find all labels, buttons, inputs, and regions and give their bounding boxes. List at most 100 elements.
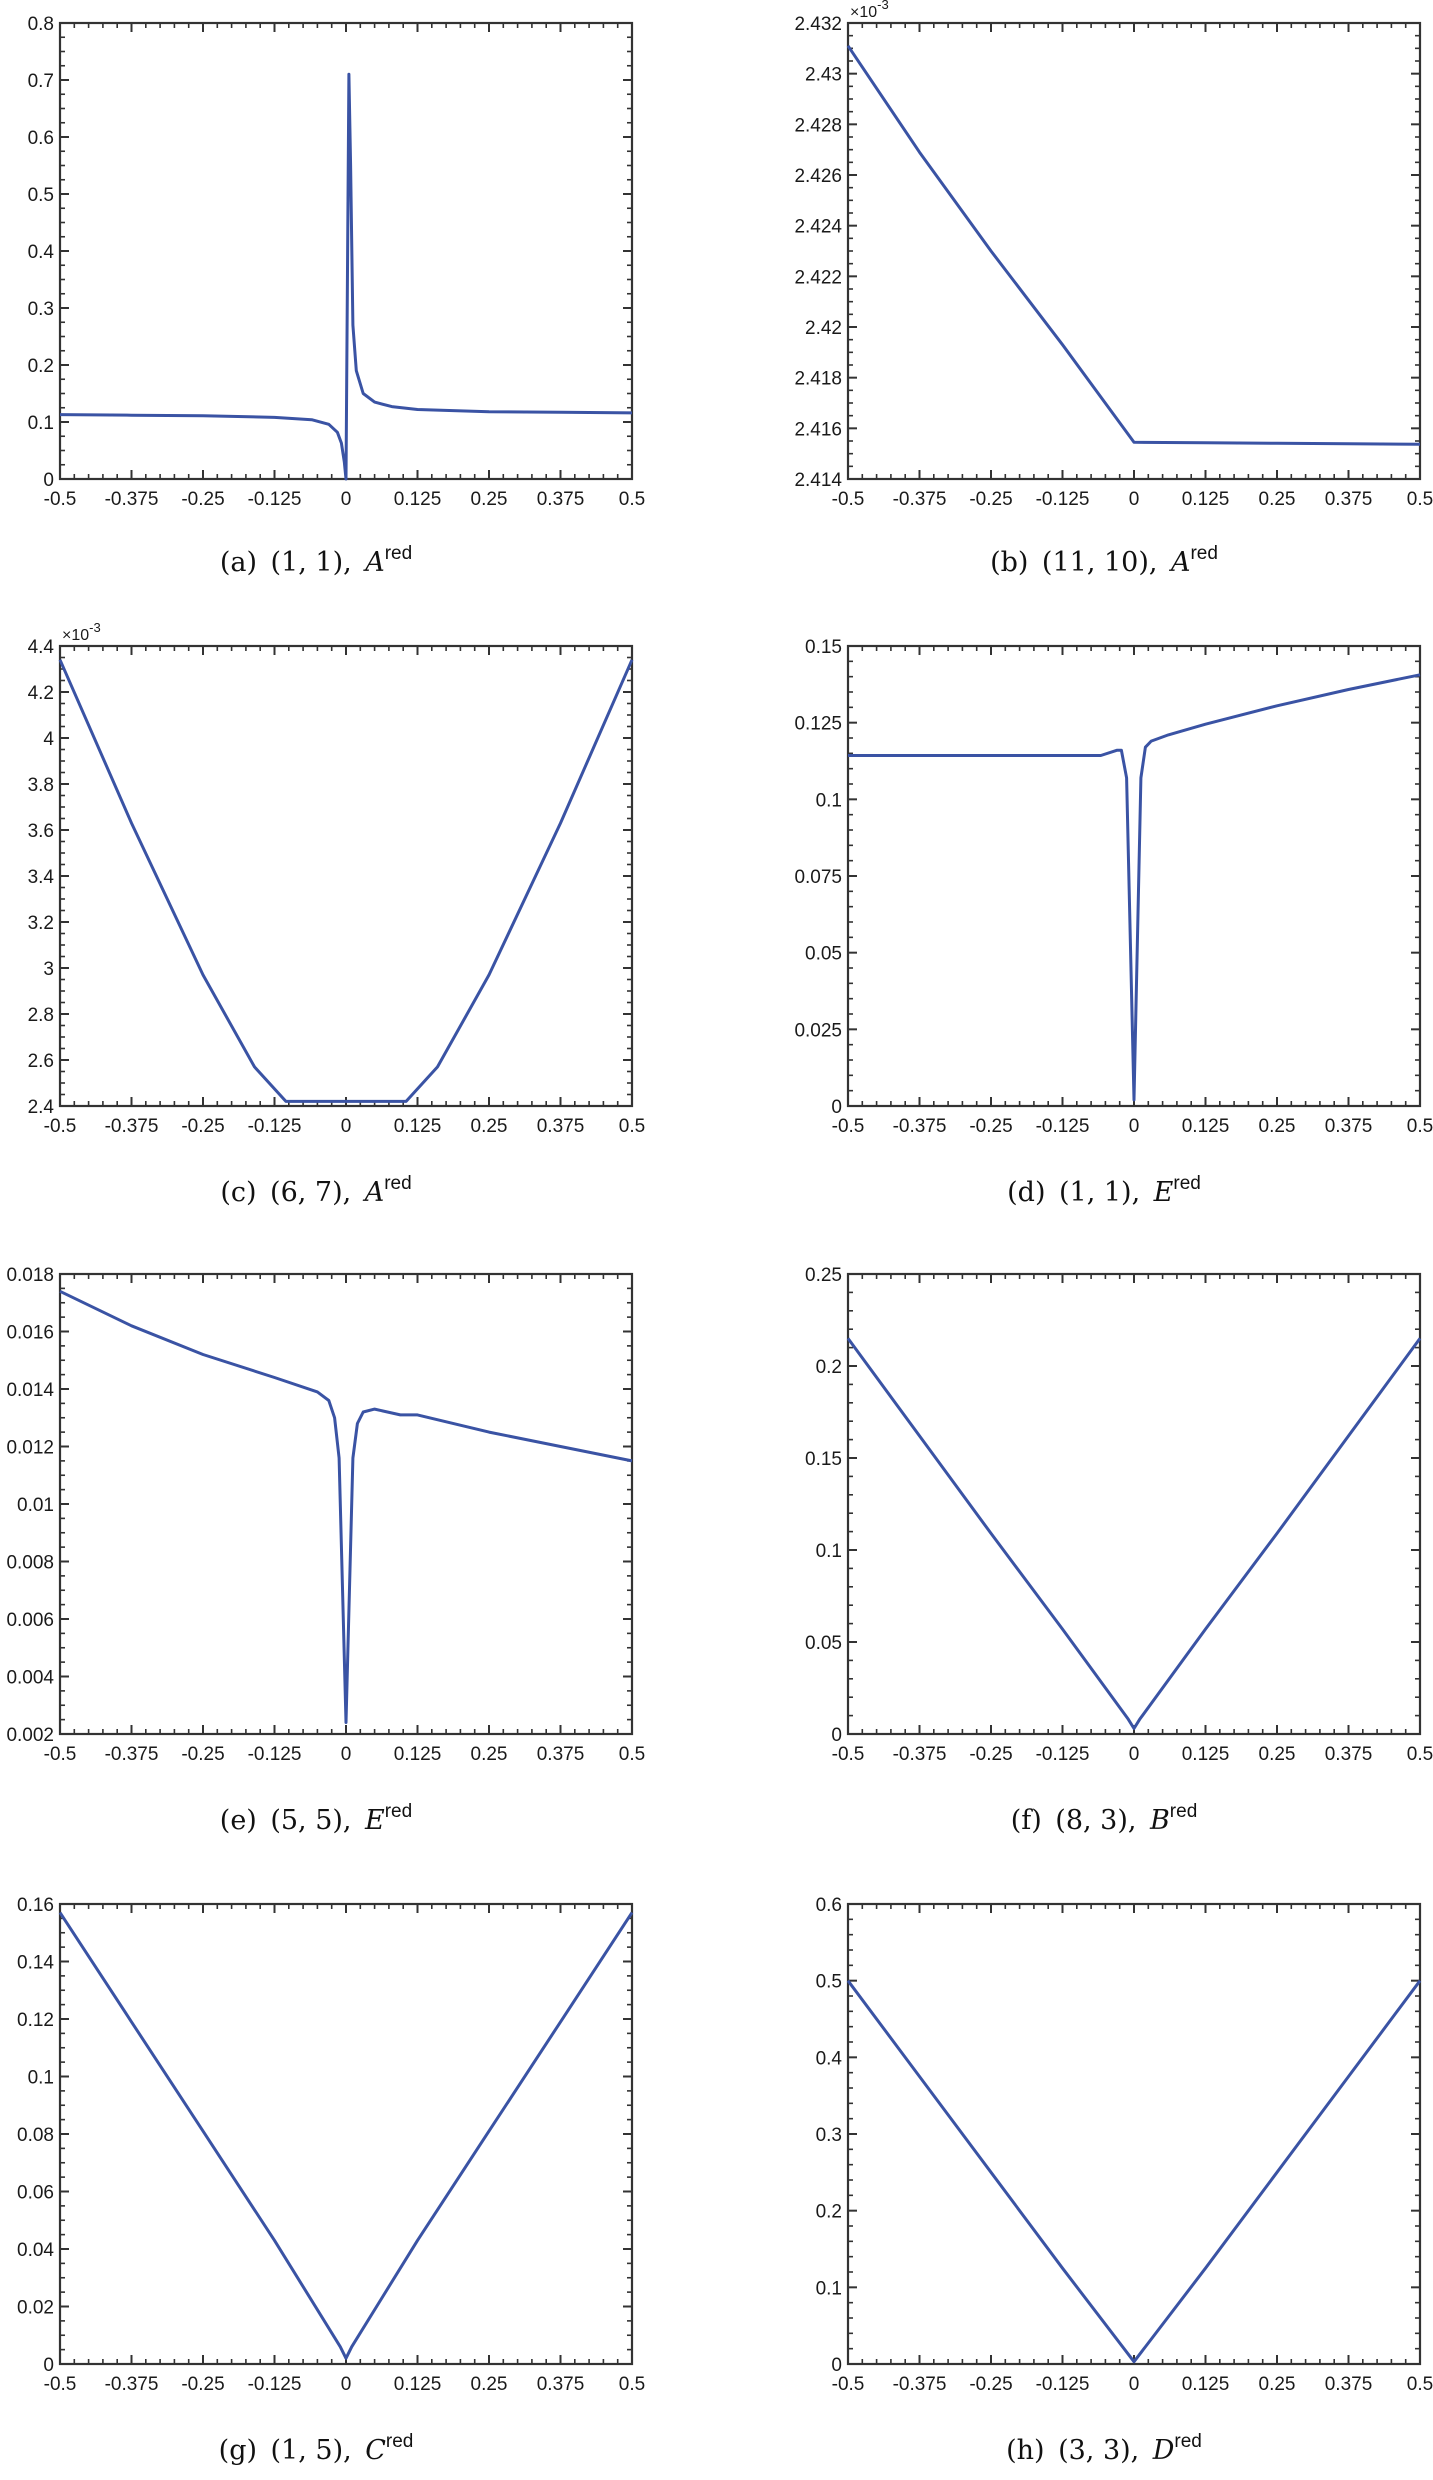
y-tick-label: 0.3 <box>816 2125 842 2146</box>
x-tick-label: 0.375 <box>1325 489 1373 510</box>
caption-d: (d) (1, 1), Ered <box>1007 1173 1201 1208</box>
data-line <box>846 44 1421 446</box>
y-tick-label: 0.006 <box>6 1610 54 1631</box>
y-tick-label: 0.016 <box>6 1323 54 1344</box>
y-tick-label: 0.125 <box>794 714 842 735</box>
y-tick-label: 0.15 <box>805 637 842 658</box>
caption-pair: (1, 1), <box>270 547 352 578</box>
y-tick-label: 0.4 <box>816 2048 843 2069</box>
caption-superscript: red <box>1173 1173 1201 1194</box>
x-tick-label: 0.375 <box>537 2374 585 2395</box>
caption-symbol: E <box>1153 1177 1174 1208</box>
y-tick-label: 0.01 <box>17 1495 54 1516</box>
x-tick-label: 0.25 <box>471 2374 508 2395</box>
x-tick-label: 0.5 <box>1407 489 1433 510</box>
x-tick-label: -0.125 <box>248 1744 302 1765</box>
caption-pair: (1, 1), <box>1059 1177 1141 1208</box>
caption-superscript: red <box>384 543 413 564</box>
caption-pair: (5, 5), <box>270 1805 352 1836</box>
x-tick-label: 0.375 <box>537 489 585 510</box>
caption-e: (e) (5, 5), Ered <box>220 1801 412 1836</box>
x-tick-label: 0.125 <box>394 489 442 510</box>
data-line <box>59 1289 633 1724</box>
data-line <box>848 673 1421 1102</box>
caption-label: (c) <box>220 1177 257 1208</box>
x-tick-label: 0.375 <box>1325 2374 1373 2395</box>
x-tick-label: -0.125 <box>1036 2374 1090 2395</box>
y-tick-label: 0.3 <box>28 299 54 320</box>
x-tick-label: -0.5 <box>44 2374 77 2395</box>
x-tick-label: 0 <box>1129 1744 1140 1765</box>
y-tick-label: 2.8 <box>28 1005 54 1026</box>
x-tick-label: 0.5 <box>619 489 645 510</box>
plot-frame <box>846 1902 1422 2366</box>
caption-symbol: B <box>1149 1805 1170 1836</box>
caption-superscript: red <box>1174 2431 1202 2452</box>
y-tick-label: 0.15 <box>805 1449 842 1470</box>
y-tick-label: 0 <box>43 470 54 491</box>
y-tick-label: 0.02 <box>17 2298 54 2319</box>
y-tick-label: 0.014 <box>6 1380 54 1401</box>
caption-h: (h) (3, 3), Dred <box>1006 2431 1202 2466</box>
y-tick-label: 0.004 <box>6 1668 54 1689</box>
y-tick-label: 2.422 <box>794 267 842 288</box>
caption-label: (e) <box>219 1805 257 1836</box>
x-tick-label: 0.375 <box>537 1744 585 1765</box>
y-tick-label: 0.008 <box>6 1553 54 1574</box>
caption-symbol: C <box>365 2435 386 2466</box>
y-multiplier-label: ×10-3 <box>62 620 101 644</box>
y-tick-label: 0.6 <box>28 128 54 149</box>
x-tick-label: 0.375 <box>1325 1116 1373 1137</box>
x-tick-label: -0.25 <box>181 1116 224 1137</box>
x-tick-label: -0.375 <box>105 489 159 510</box>
y-tick-label: 3.8 <box>28 775 54 796</box>
x-tick-label: -0.125 <box>1036 489 1090 510</box>
caption-label: (b) <box>990 547 1029 578</box>
y-tick-label: 0.4 <box>28 242 55 263</box>
y-tick-label: 0.05 <box>805 944 842 965</box>
y-tick-label: 0 <box>831 1097 842 1118</box>
caption-pair: (8, 3), <box>1055 1805 1137 1836</box>
x-tick-label: -0.125 <box>1036 1116 1090 1137</box>
y-tick-label: 4 <box>43 729 54 750</box>
x-tick-label: 0 <box>1129 489 1140 510</box>
x-tick-label: -0.125 <box>248 1116 302 1137</box>
y-tick-label: 2.42 <box>805 318 842 339</box>
y-tick-label: 3 <box>43 959 54 980</box>
x-tick-label: 0.125 <box>394 1744 442 1765</box>
x-tick-label: 0 <box>341 1744 352 1765</box>
y-tick-label: 0.2 <box>816 2202 842 2223</box>
x-tick-label: 0.5 <box>619 1744 645 1765</box>
caption-symbol: A <box>364 1177 385 1208</box>
x-tick-label: 0.375 <box>1325 1744 1373 1765</box>
y-tick-label: 0.25 <box>805 1265 842 1286</box>
x-tick-label: 0.5 <box>1407 2374 1433 2395</box>
caption-label: (a) <box>219 547 258 578</box>
y-tick-label: 0.5 <box>816 1972 842 1993</box>
y-tick-label: 0.14 <box>17 1953 54 1974</box>
x-tick-label: 0.125 <box>1182 1744 1230 1765</box>
y-tick-label: 3.6 <box>28 821 54 842</box>
x-tick-label: 0 <box>341 1116 352 1137</box>
x-tick-label: -0.5 <box>44 1116 77 1137</box>
y-tick-label: 2.416 <box>794 419 842 440</box>
y-tick-label: 0.5 <box>28 185 54 206</box>
x-tick-label: -0.5 <box>832 1744 865 1765</box>
caption-symbol: A <box>1170 547 1191 578</box>
x-tick-label: 0.25 <box>1259 489 1296 510</box>
x-tick-label: -0.5 <box>832 2374 865 2395</box>
x-tick-label: 0.375 <box>537 1116 585 1137</box>
y-tick-label: 0.12 <box>17 2010 54 2031</box>
y-tick-label: 0 <box>831 2355 842 2376</box>
y-tick-label: 2.428 <box>794 115 842 136</box>
x-tick-label: -0.375 <box>105 1116 159 1137</box>
y-tick-label: 2.418 <box>794 369 842 390</box>
x-tick-label: 0 <box>1129 1116 1140 1137</box>
y-tick-label: 2.432 <box>794 14 842 35</box>
